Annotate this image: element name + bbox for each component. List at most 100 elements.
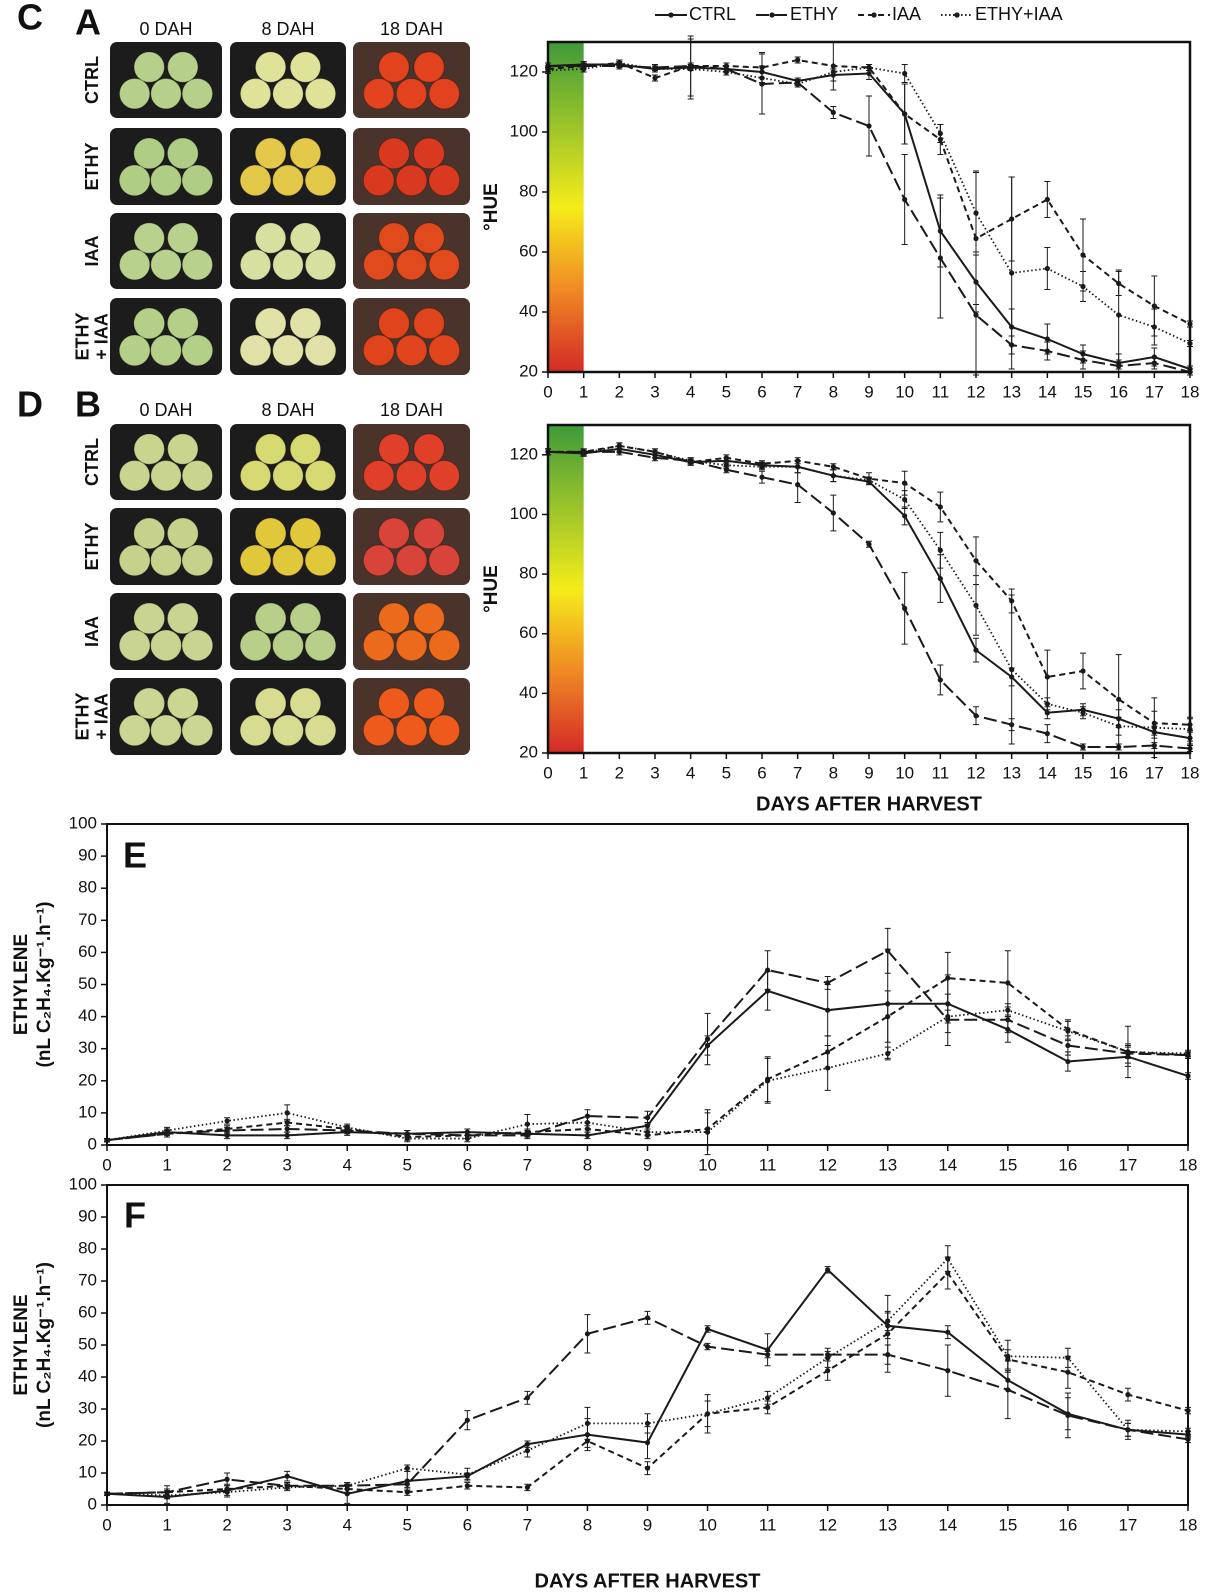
tomato: [166, 307, 199, 340]
tomato: [150, 459, 182, 492]
tomato: [254, 222, 287, 254]
x-tick-label: 3: [282, 1155, 291, 1174]
tomato: [289, 517, 322, 550]
x-tick-label: 18: [1181, 382, 1200, 401]
data-point: [344, 1483, 350, 1489]
tomato: [272, 629, 304, 662]
data-point: [902, 70, 908, 77]
x-tick-label: 14: [938, 1515, 957, 1534]
data-point: [945, 1368, 951, 1374]
y-tick-label: 100: [510, 121, 538, 140]
y-tick-label: 70: [78, 910, 97, 929]
tomato: [150, 629, 182, 662]
data-point: [885, 1331, 891, 1337]
tomato: [272, 334, 304, 367]
data-point: [973, 647, 979, 653]
data-point: [584, 1119, 591, 1126]
tomato: [181, 334, 214, 367]
tomato: [362, 629, 395, 662]
tomato: [133, 307, 166, 340]
x-tick-label: 6: [463, 1515, 472, 1534]
data-point: [704, 1326, 711, 1332]
tomato: [413, 687, 445, 720]
x-tick-label: 14: [938, 1155, 957, 1174]
x-tick-label: 8: [829, 382, 838, 401]
data-point: [830, 464, 836, 470]
data-point: [644, 1315, 651, 1321]
data-point: [1005, 1353, 1011, 1359]
y-tick-label: 120: [510, 444, 538, 463]
y-axis-label: (nL C₂H₄.Kg⁻¹.h⁻¹): [34, 1262, 55, 1428]
y-tick-label: 40: [519, 301, 538, 320]
y-axis-label: ETHYLENE: [11, 1294, 32, 1395]
y-tick-label: 20: [78, 1430, 97, 1449]
data-point: [164, 1127, 170, 1134]
x-tick-label: 11: [932, 382, 950, 401]
tomato: [254, 137, 287, 170]
tomato: [395, 714, 428, 747]
data-point: [1009, 666, 1015, 673]
tomato: [428, 544, 461, 577]
x-tick-label: 16: [1058, 1155, 1077, 1174]
x-tick-label: 2: [615, 382, 624, 401]
data-point: [464, 1472, 470, 1478]
x-tick-label: 18: [1181, 763, 1200, 782]
column-label: 0 DAH: [139, 19, 192, 39]
data-point: [581, 450, 587, 456]
data-point: [1151, 725, 1157, 731]
data-point: [765, 1404, 771, 1410]
x-tick-label: 13: [1002, 763, 1021, 782]
tomato: [150, 714, 182, 747]
tomato: [167, 433, 199, 465]
tomato: [133, 433, 165, 465]
tomato: [289, 307, 322, 340]
data-point: [524, 1395, 530, 1401]
data-point: [1005, 1387, 1011, 1393]
legend-label: IAA: [892, 4, 921, 24]
tomato: [239, 629, 272, 662]
data-point: [1116, 312, 1122, 318]
plot-frame: [546, 40, 1192, 374]
x-tick-label: 16: [1058, 1515, 1077, 1534]
data-point: [224, 1126, 230, 1132]
x-axis-label: DAYS AFTER HARVEST: [756, 793, 982, 815]
data-point: [945, 1014, 951, 1020]
tomato: [395, 77, 428, 110]
data-point: [404, 1135, 410, 1142]
y-axis-label: °HUE: [481, 565, 502, 613]
data-point: [1044, 710, 1050, 716]
tomato: [181, 459, 214, 492]
tomato: [166, 137, 199, 170]
data-point: [866, 541, 872, 547]
data-point: [652, 449, 658, 455]
y-tick-label: 40: [78, 1366, 97, 1385]
column-label: 0 DAH: [139, 400, 192, 420]
x-tick-label: 8: [583, 1515, 592, 1534]
tomato: [413, 137, 445, 170]
tomato: [378, 517, 410, 550]
y-tick-label: 90: [78, 1206, 97, 1225]
tomato: [428, 714, 461, 747]
data-point: [795, 464, 801, 470]
x-tick-label: 1: [579, 763, 588, 782]
data-point: [937, 677, 943, 683]
data-point: [616, 60, 622, 66]
x-tick-label: 10: [698, 1515, 717, 1534]
data-point: [723, 455, 729, 461]
tomato: [133, 517, 166, 550]
y-tick-label: 100: [510, 504, 538, 523]
tomato: [395, 629, 428, 662]
tomato: [363, 77, 395, 110]
data-point: [704, 1036, 711, 1042]
x-tick-label: 10: [895, 763, 914, 782]
tomato: [395, 459, 428, 492]
x-tick-label: 4: [342, 1155, 351, 1174]
y-axis-label: ETHYLENE: [11, 934, 32, 1035]
y-tick-label: 20: [519, 742, 538, 761]
tomato: [239, 544, 272, 577]
data-point: [973, 602, 979, 609]
tomato: [413, 222, 445, 254]
x-tick-label: 1: [162, 1515, 171, 1534]
